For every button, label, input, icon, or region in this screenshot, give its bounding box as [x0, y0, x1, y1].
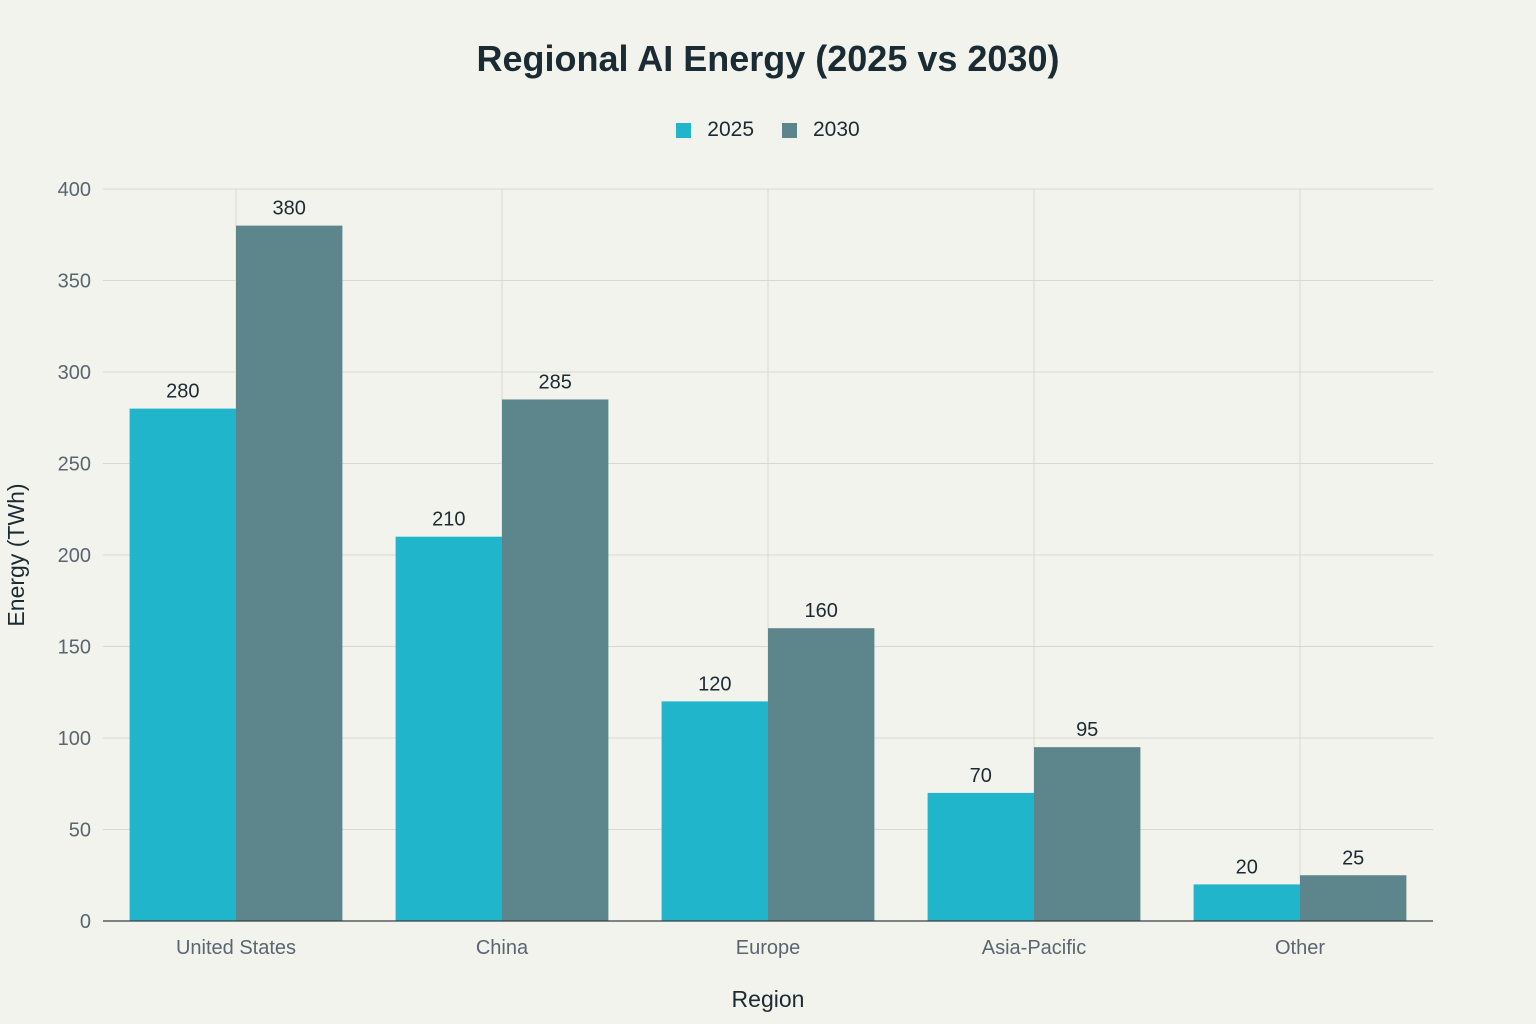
bar-2025-other[interactable] [1193, 884, 1300, 921]
data-label: 380 [273, 198, 306, 220]
y-tick-label: 0 [80, 911, 91, 933]
bar-2025-united-states[interactable] [129, 408, 236, 922]
x-tick-label: Other [1275, 937, 1325, 959]
y-axis-title: Energy (TWh) [3, 483, 29, 626]
legend-item-2030[interactable]: 2030 [782, 118, 860, 142]
bar-2025-asia-pacific[interactable] [927, 792, 1034, 921]
x-tick-label: Asia-Pacific [982, 937, 1086, 959]
data-label: 280 [166, 381, 199, 403]
legend: 2025 2030 [0, 118, 1536, 142]
data-label: 70 [970, 765, 992, 787]
labels-layer: 280 380 210 285 120 160 70 95 20 25 [166, 198, 1364, 879]
y-tick-label: 400 [58, 179, 91, 201]
bar-2025-europe[interactable] [661, 701, 768, 921]
bar-2030-china[interactable] [502, 399, 609, 921]
y-tick-label: 200 [58, 545, 91, 567]
y-tick-label: 300 [58, 362, 91, 384]
x-tick-label: United States [176, 937, 296, 959]
legend-label-2025: 2025 [707, 118, 754, 141]
chart-title: Regional AI Energy (2025 vs 2030) [476, 38, 1060, 79]
legend-label-2030: 2030 [813, 118, 860, 141]
y-tick-label: 250 [58, 454, 91, 476]
bar-2030-asia-pacific[interactable] [1034, 747, 1141, 921]
y-tick-label: 350 [58, 271, 91, 293]
x-tick-label: Europe [736, 937, 801, 959]
bar-2030-united-states[interactable] [236, 225, 343, 922]
legend-swatch-2030 [782, 122, 797, 138]
data-label: 20 [1236, 856, 1258, 878]
bar-2030-other[interactable] [1300, 875, 1407, 921]
axis-layer: 0 50 100 150 200 250 300 350 400 United States Chi… [58, 179, 1433, 959]
data-label: 285 [539, 371, 572, 393]
bar-2025-china[interactable] [395, 536, 502, 921]
data-label: 25 [1342, 847, 1364, 869]
y-tick-label: 50 [69, 820, 91, 842]
y-tick-label: 100 [58, 728, 91, 750]
x-axis-title: Region [732, 986, 805, 1012]
data-label: 120 [698, 673, 731, 695]
x-tick-label: China [476, 937, 529, 959]
y-tick-label: 150 [58, 637, 91, 659]
legend-swatch-2025 [676, 122, 692, 138]
bars-layer [129, 225, 1407, 922]
data-label: 160 [805, 600, 838, 622]
bar-2030-europe[interactable] [768, 628, 875, 921]
data-label: 210 [432, 509, 465, 531]
data-label: 95 [1076, 719, 1098, 741]
legend-item-2025[interactable]: 2025 [676, 118, 754, 142]
